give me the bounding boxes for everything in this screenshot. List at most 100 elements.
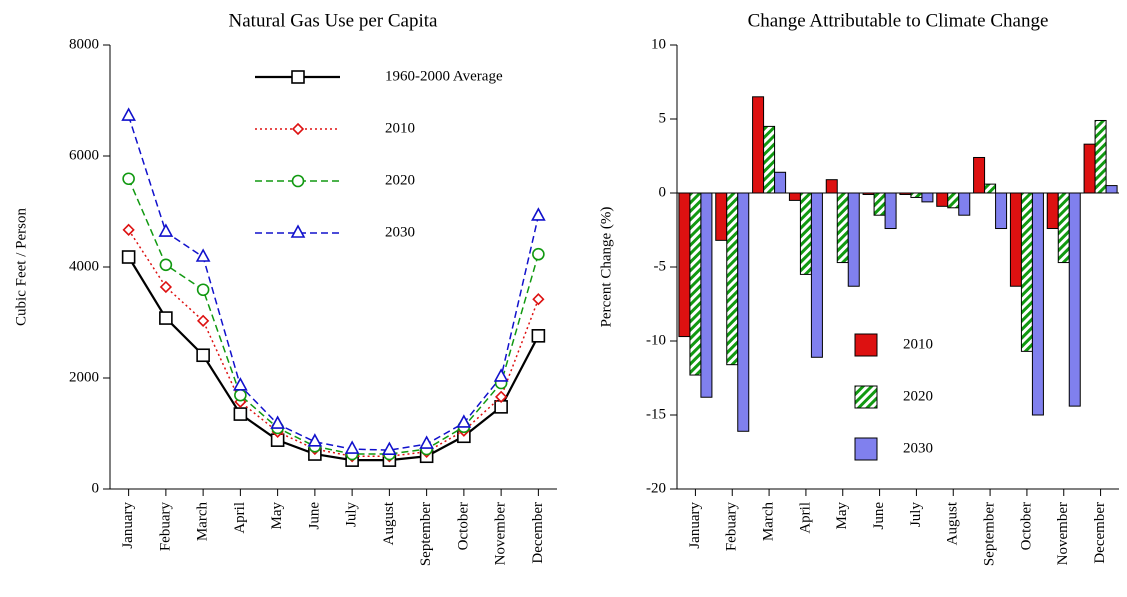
- marker: [233, 377, 248, 391]
- marker: [532, 293, 545, 306]
- y-tick-label: 10: [651, 36, 666, 52]
- bar: [715, 192, 728, 241]
- x-tick-label: December: [530, 502, 546, 564]
- marker: [159, 311, 173, 325]
- marker: [159, 258, 173, 272]
- legend-label: 2030: [385, 224, 415, 240]
- bar: [1020, 192, 1033, 352]
- bar: [873, 192, 886, 216]
- x-tick-label: April: [232, 502, 248, 534]
- marker: [196, 283, 210, 297]
- bar: [726, 192, 739, 366]
- line: [127, 178, 540, 455]
- bar: [678, 192, 691, 338]
- y-tick-label: 0: [92, 480, 100, 496]
- marker: [419, 435, 434, 449]
- bar: [1083, 143, 1096, 194]
- y-tick-label: 2000: [69, 369, 99, 385]
- bar: [984, 183, 997, 194]
- marker: [270, 415, 285, 429]
- x-tick-label: October: [1018, 502, 1034, 550]
- marker: [291, 70, 305, 84]
- bar: [1031, 192, 1044, 416]
- marker: [158, 223, 174, 237]
- marker: [456, 414, 472, 428]
- marker: [493, 368, 509, 382]
- x-tick-label: June: [871, 502, 887, 530]
- x-tick-label: December: [1092, 502, 1108, 564]
- bar: [737, 192, 750, 432]
- bar: [947, 192, 960, 209]
- bar: [958, 192, 971, 216]
- legend-label: 2020: [385, 172, 415, 188]
- bar: [788, 192, 801, 201]
- marker: [344, 440, 360, 454]
- x-tick-label: September: [982, 502, 998, 566]
- x-tick-label: October: [455, 502, 471, 550]
- y-tick-label: 8000: [69, 36, 99, 52]
- legend-swatch: [854, 437, 878, 461]
- y-tick-label: 4000: [69, 258, 99, 274]
- marker: [307, 433, 323, 447]
- legend-swatch: [854, 385, 878, 409]
- bar: [810, 192, 823, 358]
- bar: [836, 192, 849, 264]
- x-tick-label: Febuary: [724, 502, 740, 552]
- bar: [973, 156, 986, 194]
- y-tick-label: 6000: [69, 147, 99, 163]
- legend-label: 2030: [903, 440, 933, 456]
- marker: [234, 388, 247, 402]
- chart-title: Natural Gas Use per Capita: [229, 10, 438, 31]
- x-tick-label: June: [306, 502, 322, 530]
- y-tick-label: -5: [654, 258, 667, 274]
- y-tick-label: -10: [646, 332, 666, 348]
- bar: [763, 125, 776, 194]
- line: [127, 229, 540, 458]
- bar: [910, 192, 923, 198]
- marker: [121, 250, 136, 264]
- legend-label: 2010: [903, 336, 933, 352]
- bar: [752, 96, 765, 194]
- marker: [532, 247, 545, 261]
- marker: [290, 224, 306, 238]
- x-tick-label: March: [761, 502, 777, 542]
- x-tick-label: May: [834, 502, 850, 530]
- bar: [799, 192, 812, 275]
- marker: [159, 280, 173, 294]
- marker: [122, 172, 135, 186]
- bar: [884, 192, 897, 230]
- legend-label: 1960-2000 Average: [385, 68, 503, 84]
- bar: [1068, 192, 1081, 407]
- bar: [1046, 192, 1059, 230]
- y-tick-label: -15: [646, 406, 666, 422]
- marker: [196, 348, 210, 363]
- bar: [1105, 185, 1118, 194]
- chart-title: Change Attributable to Climate Change: [748, 10, 1049, 31]
- x-tick-label: January: [687, 502, 703, 549]
- x-tick-label: November: [1055, 502, 1071, 565]
- bar: [700, 192, 713, 398]
- marker: [291, 174, 305, 188]
- marker: [291, 122, 305, 136]
- marker: [121, 107, 136, 121]
- legend-label: 2020: [903, 388, 933, 404]
- bar: [1094, 119, 1107, 194]
- marker: [382, 441, 397, 455]
- bar: [995, 192, 1008, 230]
- marker: [531, 207, 546, 221]
- y-tick-label: -20: [646, 480, 666, 496]
- marker: [494, 390, 508, 404]
- x-tick-label: November: [493, 502, 509, 565]
- x-tick-label: January: [120, 502, 136, 549]
- bar: [825, 179, 838, 194]
- y-axis-label: Percent Change (%): [598, 207, 614, 328]
- x-tick-label: Febuary: [157, 502, 173, 552]
- y-tick-label: 0: [659, 184, 667, 200]
- x-tick-label: July: [344, 502, 360, 528]
- bar: [936, 192, 949, 207]
- y-axis-label: Cubic Feet / Person: [13, 208, 29, 326]
- bar: [1009, 192, 1022, 287]
- x-tick-label: August: [945, 501, 961, 545]
- bar: [921, 192, 934, 203]
